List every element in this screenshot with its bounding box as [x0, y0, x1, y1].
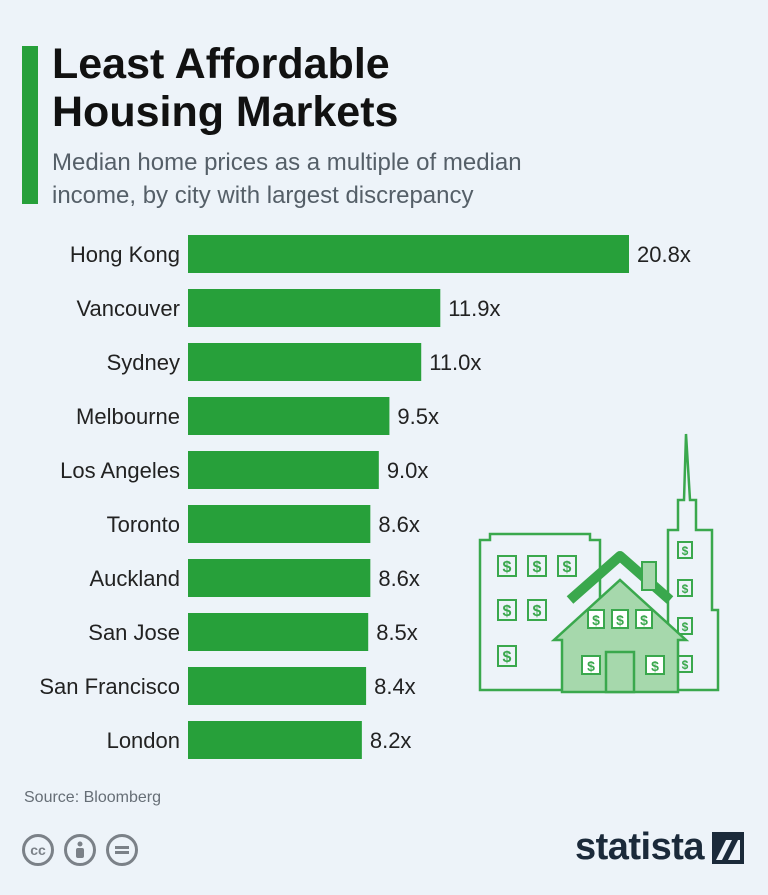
bar: [188, 505, 371, 543]
svg-text:$: $: [682, 582, 689, 596]
data-label: 20.8x: [637, 242, 691, 267]
svg-text:$: $: [592, 612, 600, 628]
data-label: 8.6x: [378, 512, 420, 537]
bar-chart: Hong Kong 20.8x Vancouver 11.9x Sydney 11.0x M…: [39, 235, 691, 759]
data-label: 8.4x: [374, 674, 416, 699]
svg-text:$: $: [503, 603, 512, 620]
data-label: 8.6x: [378, 566, 420, 591]
svg-text:$: $: [682, 658, 689, 672]
category-label: Auckland: [89, 566, 180, 591]
bar: [188, 397, 390, 435]
data-label: 11.0x: [429, 350, 481, 375]
svg-text:$: $: [616, 612, 624, 628]
statista-logo-icon: [712, 831, 744, 864]
city-house-illustration: $ $ $ $ $ $ $ $ $ $ $ $ $ $ $: [478, 433, 720, 694]
svg-text:$: $: [651, 658, 659, 674]
category-label: San Jose: [88, 620, 180, 645]
svg-text:$: $: [682, 620, 689, 634]
no-derivatives-icon[interactable]: [106, 834, 138, 866]
svg-text:$: $: [503, 559, 512, 576]
license-icons: cc: [22, 834, 138, 866]
category-label: Hong Kong: [70, 242, 180, 267]
cc-icon[interactable]: cc: [22, 834, 54, 866]
data-label: 9.0x: [387, 458, 429, 483]
svg-text:$: $: [640, 612, 648, 628]
source-note: Source: Bloomberg: [24, 789, 161, 806]
bar: [188, 613, 369, 651]
category-label: San Francisco: [39, 674, 180, 699]
statista-brand[interactable]: statista: [575, 826, 744, 869]
bar: [188, 559, 371, 597]
svg-text:$: $: [503, 649, 512, 666]
svg-text:$: $: [587, 658, 595, 674]
bar: [188, 343, 422, 381]
attribution-icon[interactable]: [64, 834, 96, 866]
category-label: Melbourne: [76, 404, 180, 429]
chart-title: Least Affordable Housing Markets: [52, 40, 399, 136]
data-label: 8.5x: [376, 620, 418, 645]
bar: [188, 451, 379, 489]
category-label: Toronto: [107, 512, 180, 537]
data-label: 11.9x: [448, 296, 500, 321]
bar: [188, 667, 367, 705]
category-label: Sydney: [107, 350, 180, 375]
bar: [188, 235, 629, 273]
category-label: London: [107, 728, 180, 753]
svg-text:$: $: [563, 559, 572, 576]
category-label: Vancouver: [76, 296, 180, 321]
data-label: 9.5x: [397, 404, 439, 429]
title-accent-bar: [22, 46, 38, 204]
data-label: 8.2x: [370, 728, 412, 753]
svg-text:$: $: [533, 603, 542, 620]
svg-text:$: $: [533, 559, 542, 576]
bar: [188, 721, 362, 759]
brand-name: statista: [574, 826, 705, 868]
category-label: Los Angeles: [60, 458, 180, 483]
svg-text:$: $: [682, 544, 689, 558]
chart-subtitle: Median home prices as a multiple of medi…: [52, 149, 522, 209]
bar: [188, 289, 441, 327]
